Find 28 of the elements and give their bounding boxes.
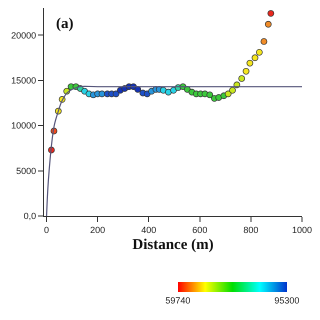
- x-tick-label: 1000: [292, 224, 312, 235]
- x-tick-label: 200: [90, 224, 106, 235]
- color-bar-label: 95300: [274, 295, 300, 306]
- y-tick-label: 10000: [11, 120, 36, 131]
- point: [112, 90, 120, 98]
- x-tick-label: 600: [192, 224, 208, 235]
- point: [224, 90, 232, 98]
- point: [252, 54, 258, 62]
- point: [242, 68, 250, 75]
- point: [165, 88, 172, 96]
- point: [256, 48, 263, 56]
- point: [229, 86, 236, 94]
- y-tick-label: 20000: [11, 30, 36, 40]
- color-bar-label: 59740: [165, 295, 190, 306]
- x-tick-label: 800: [243, 224, 258, 235]
- annotation: (a): [56, 16, 74, 32]
- point: [264, 20, 272, 28]
- point: [238, 75, 246, 82]
- y-tick-label: 15000: [11, 76, 36, 86]
- x-tick-label: 400: [141, 224, 156, 235]
- point: [267, 10, 274, 17]
- point: [246, 60, 254, 67]
- x-tick-label: 0: [44, 224, 50, 235]
- point: [260, 38, 268, 45]
- point: [206, 91, 214, 98]
- y-tick-label: 5000: [16, 166, 36, 176]
- x-axis-title: Distance (m): [132, 236, 214, 253]
- y-tick-label: 0,0: [24, 211, 36, 222]
